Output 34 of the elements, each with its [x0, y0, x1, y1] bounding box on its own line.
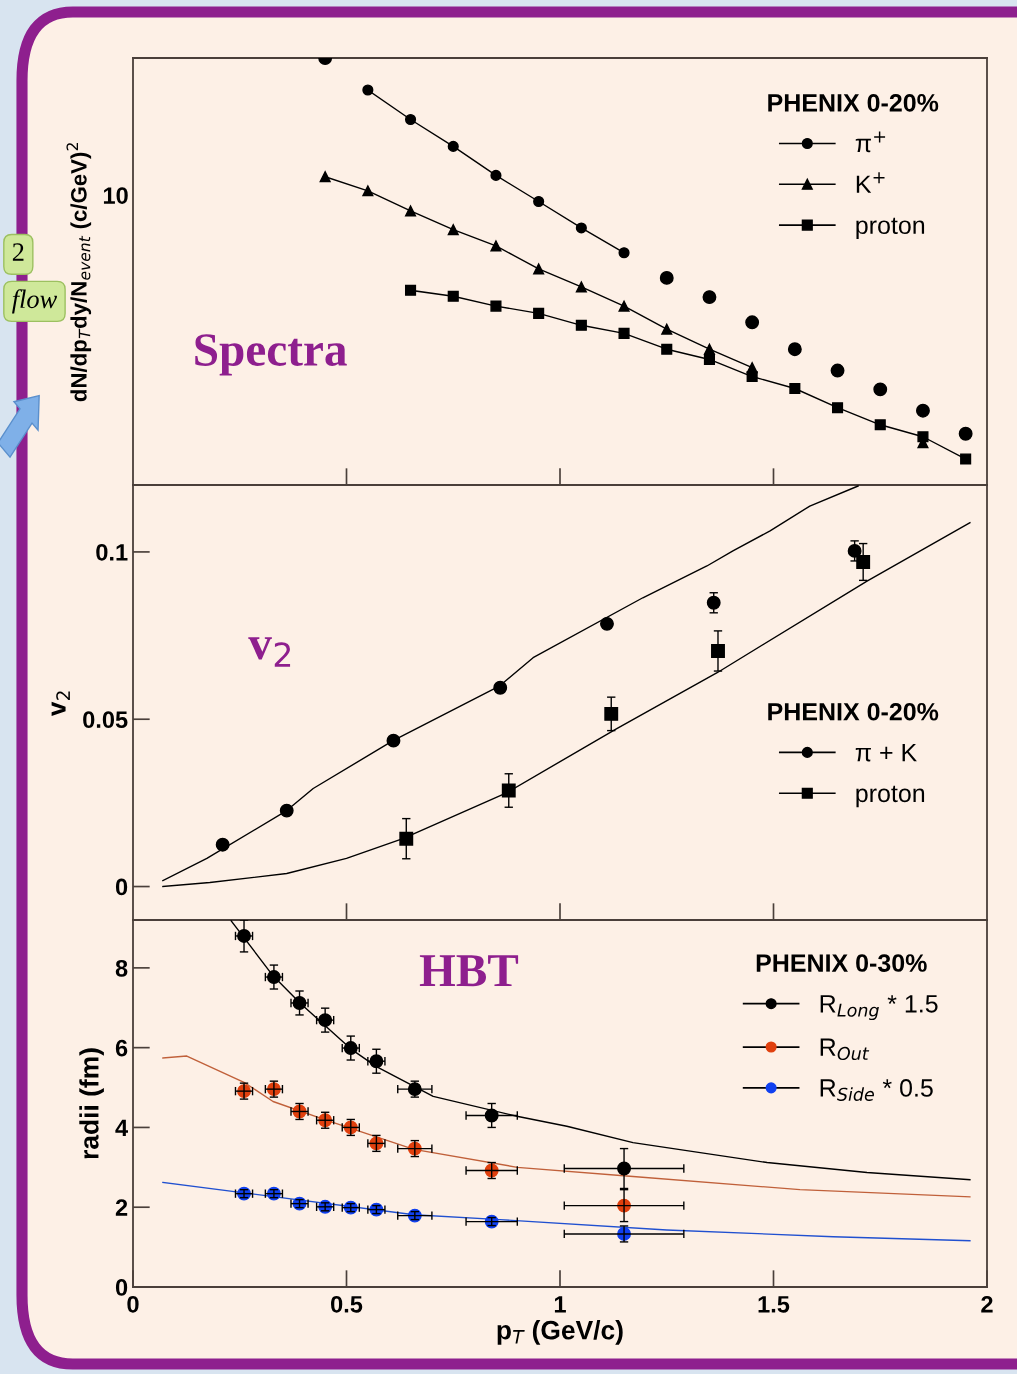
x-tick-label: 0	[127, 1295, 139, 1313]
y-axis-title: dN/dp$_{T}$dy/N$_{event}$ (c/GeV)$^{2}$	[66, 143, 92, 402]
text: 2	[12, 243, 24, 261]
annotation: HBT	[419, 955, 519, 987]
legend-title: PHENIX 0-20%	[768, 93, 939, 112]
legend-label: K$^{+}$	[856, 172, 885, 193]
legend-title: PHENIX 0-30%	[756, 954, 927, 972]
y-tick-label: 0.1	[96, 543, 128, 561]
x-tick-label: 1.5	[758, 1296, 790, 1313]
y-tick-label: 2	[115, 1199, 128, 1216]
y-tick-label: 4	[115, 1119, 129, 1136]
x-axis-title: p$_{T}$ (GeV/c)	[497, 1320, 623, 1345]
legend-label: R$_{Long}$ * 1.5	[820, 995, 938, 1021]
y-tick-label: 6	[115, 1039, 128, 1057]
legend-label: R$_{Out}$	[820, 1038, 870, 1061]
y-tick-label: 0	[115, 878, 128, 896]
text: flow	[12, 289, 57, 314]
legend-title: PHENIX 0-20%	[768, 702, 939, 721]
x-tick-label: 0.5	[331, 1295, 363, 1313]
legend-label: π$^{+}$	[855, 131, 886, 153]
y-tick-label: 8	[115, 959, 128, 977]
annotation: v$_{2}$	[248, 637, 291, 667]
legend-label: proton	[856, 217, 925, 240]
legend-label: π + K	[855, 743, 917, 762]
y-tick-label: 0.05	[83, 711, 128, 729]
text: 10	[103, 187, 128, 204]
y-tick-label: 0	[115, 1279, 128, 1296]
annotation: Spectra	[195, 334, 347, 376]
x-tick-label: 1	[554, 1296, 566, 1313]
y-axis-title: radii (fm)	[79, 1048, 104, 1159]
legend-label: R$_{Side}$ * 0.5	[820, 1079, 933, 1101]
y-axis-title: v$_{2}$	[51, 691, 70, 717]
x-tick-label: 2	[981, 1295, 993, 1313]
legend-label: proton	[856, 785, 925, 808]
